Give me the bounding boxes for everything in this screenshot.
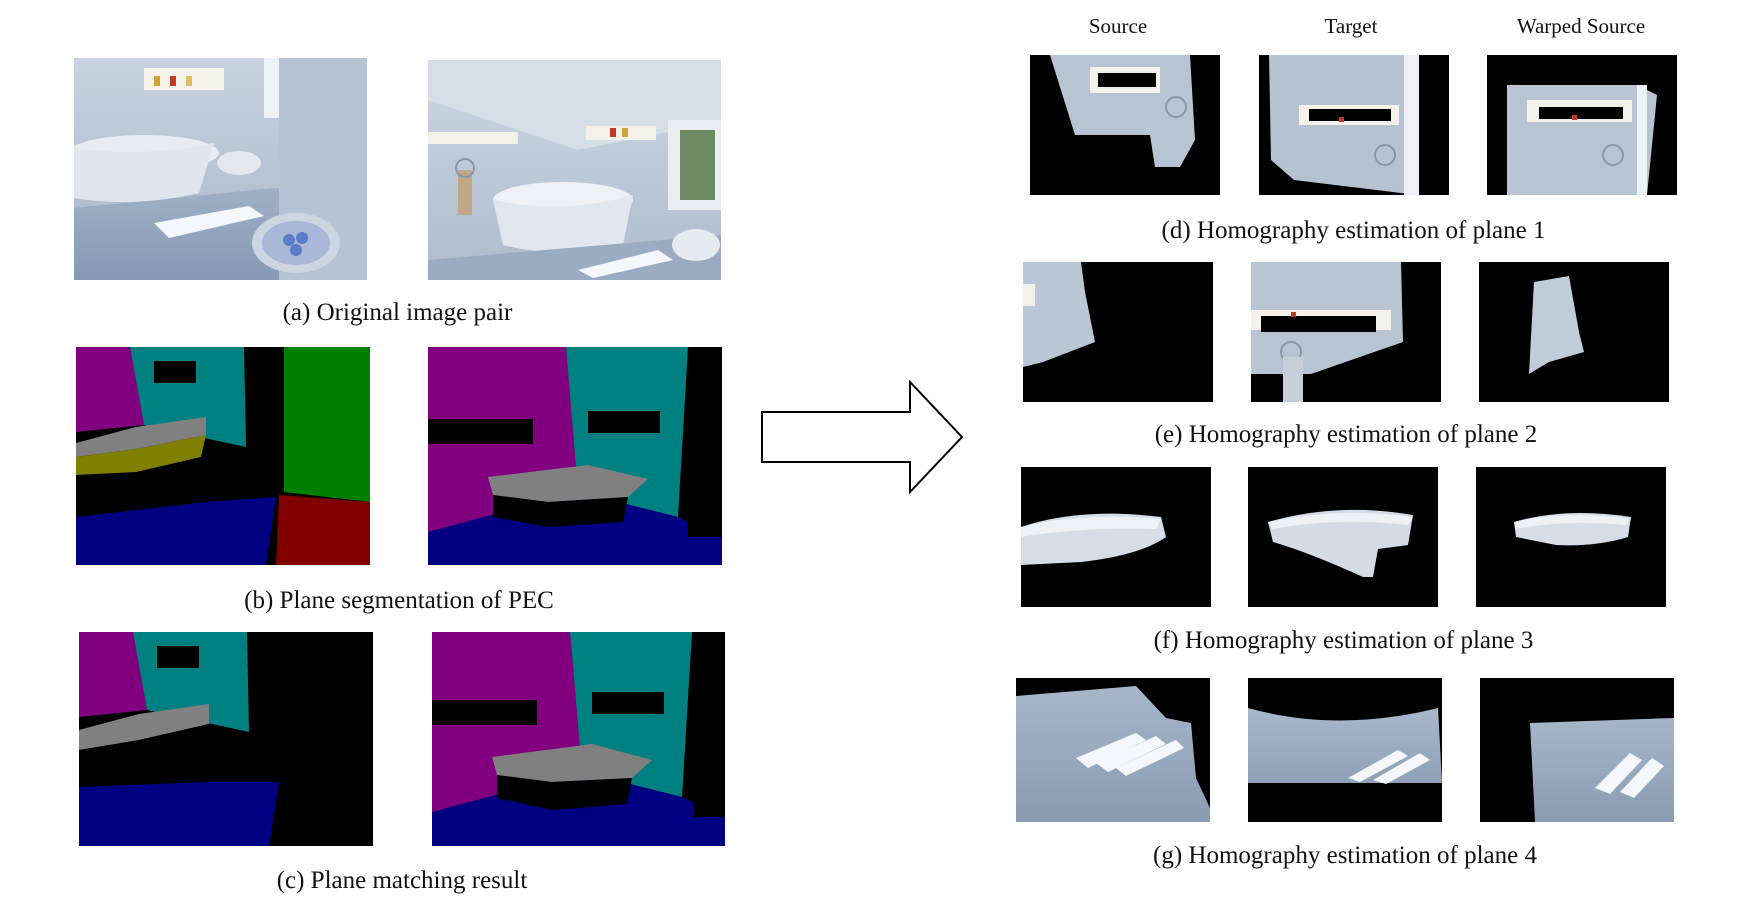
caption-g: (g) Homography estimation of plane 4 [1153, 842, 1537, 869]
caption-d: (d) Homography estimation of plane 1 [1161, 217, 1546, 244]
plane3-warped-source [1476, 467, 1666, 607]
segmentation-left [76, 347, 370, 565]
plane4-warped-source [1480, 678, 1674, 822]
original-image-left [74, 58, 367, 280]
segmentation-right [428, 347, 722, 565]
original-image-right [428, 60, 721, 280]
plane2-source [1023, 262, 1213, 402]
plane4-target [1248, 678, 1442, 822]
plane1-source [1030, 55, 1220, 195]
plane2-target [1251, 262, 1441, 402]
matching-left [79, 632, 373, 846]
plane3-source [1021, 467, 1211, 607]
column-header-source: Source [1088, 14, 1148, 38]
caption-c: (c) Plane matching result [276, 867, 528, 894]
caption-e: (e) Homography estimation of plane 2 [1154, 421, 1538, 448]
caption-a: (a) Original image pair [282, 299, 513, 326]
matching-right [432, 632, 725, 846]
plane3-target [1248, 467, 1438, 607]
column-header-warped-source: Warped Source [1516, 14, 1646, 38]
plane1-target [1259, 55, 1449, 195]
plane4-source [1016, 678, 1210, 822]
caption-f: (f) Homography estimation of plane 3 [1153, 627, 1534, 654]
plane2-warped-source [1479, 262, 1669, 402]
caption-b: (b) Plane segmentation of PEC [244, 587, 554, 614]
right-arrow [760, 380, 966, 495]
plane1-warped-source [1487, 55, 1677, 195]
column-header-target: Target [1324, 14, 1378, 38]
